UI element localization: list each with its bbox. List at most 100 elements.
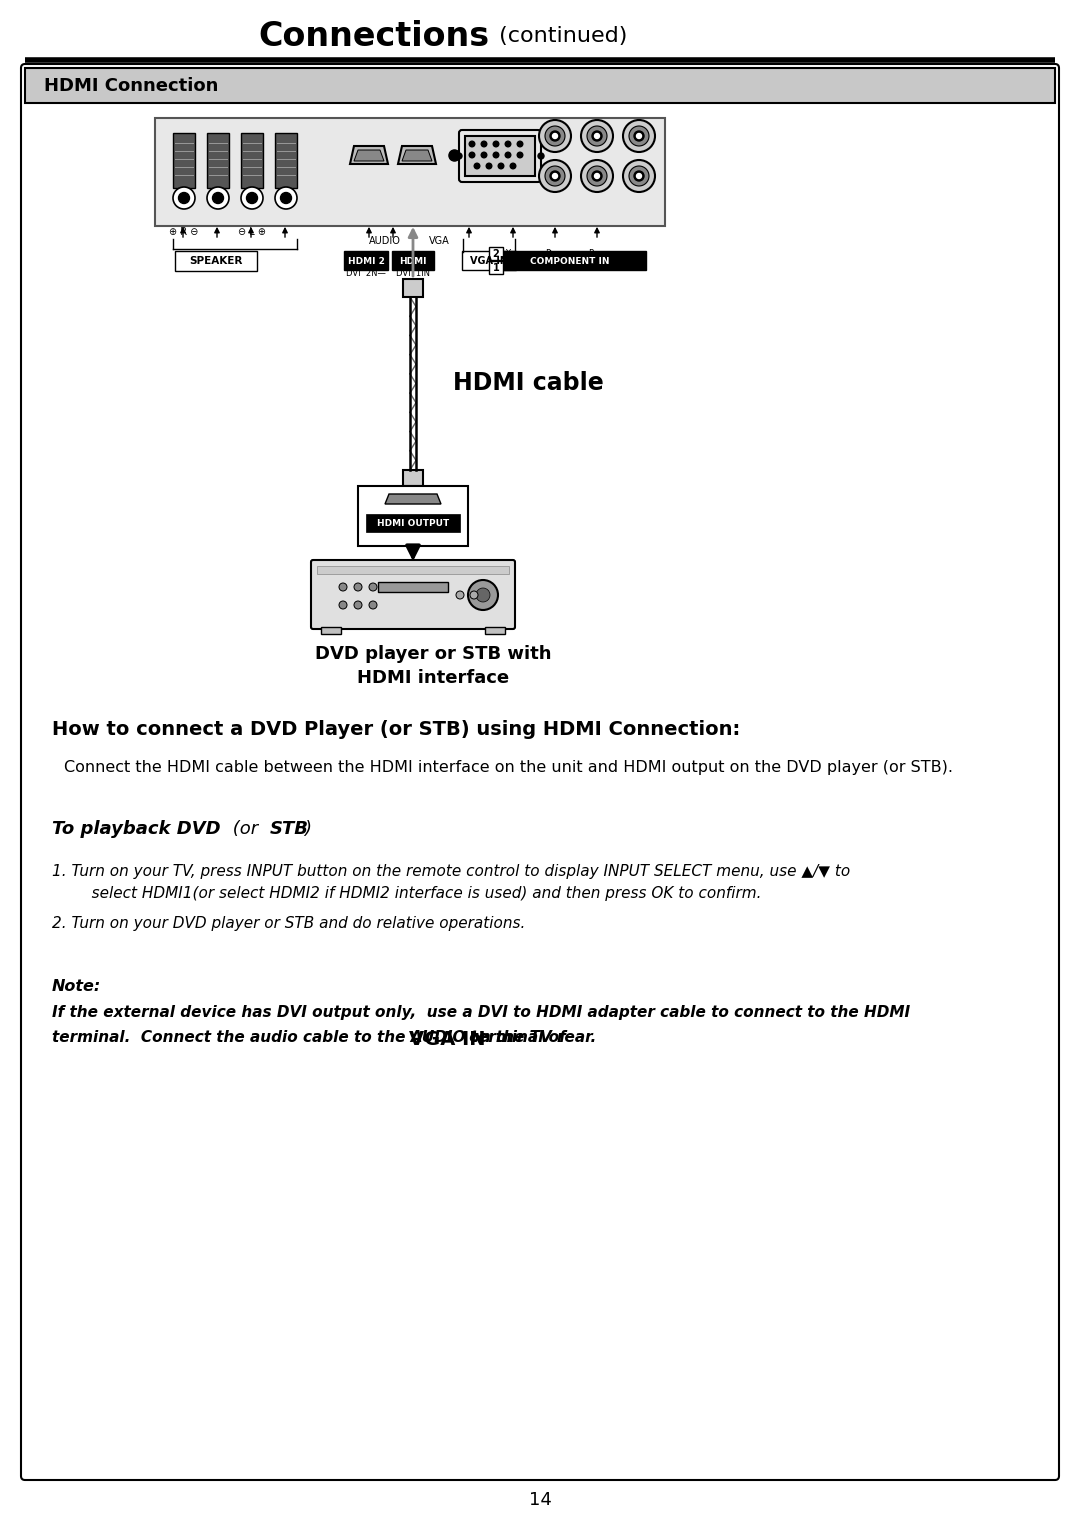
Text: AUDIO: AUDIO: [369, 237, 401, 246]
Circle shape: [494, 140, 499, 147]
Circle shape: [498, 163, 503, 169]
Polygon shape: [350, 147, 388, 163]
Circle shape: [629, 166, 649, 186]
Text: Note:: Note:: [52, 979, 102, 994]
Circle shape: [369, 583, 377, 591]
Circle shape: [456, 591, 464, 599]
Text: COMPONENT IN: COMPONENT IN: [530, 257, 610, 266]
Circle shape: [207, 186, 229, 209]
Text: (continued): (continued): [492, 26, 627, 46]
Text: ⊕ R ⊖: ⊕ R ⊖: [170, 228, 199, 237]
Circle shape: [470, 591, 478, 599]
Polygon shape: [402, 150, 432, 160]
Text: 1: 1: [492, 263, 499, 273]
Circle shape: [550, 171, 561, 182]
Polygon shape: [399, 147, 436, 163]
Text: HDMI Connection: HDMI Connection: [44, 76, 218, 95]
FancyBboxPatch shape: [392, 250, 434, 270]
Circle shape: [469, 153, 475, 157]
Circle shape: [636, 133, 642, 139]
Circle shape: [456, 153, 462, 159]
Text: ): ): [303, 820, 311, 838]
Text: VGA: VGA: [429, 237, 449, 246]
Text: HDMI cable: HDMI cable: [453, 371, 604, 395]
Circle shape: [505, 153, 511, 157]
Text: 14: 14: [528, 1490, 552, 1509]
Circle shape: [594, 133, 599, 139]
Circle shape: [594, 174, 599, 179]
Circle shape: [494, 153, 499, 157]
Circle shape: [550, 131, 561, 140]
Bar: [378, 582, 448, 592]
FancyBboxPatch shape: [21, 64, 1059, 1480]
Text: HDMI: HDMI: [400, 257, 427, 266]
Text: HDMI OUTPUT: HDMI OUTPUT: [377, 519, 449, 527]
Text: select HDMI1(or select HDMI2 if HDMI2 interface is used) and then press OK to co: select HDMI1(or select HDMI2 if HDMI2 in…: [77, 886, 761, 901]
Circle shape: [275, 186, 297, 209]
Text: VGA IN: VGA IN: [470, 257, 508, 266]
Bar: [403, 470, 423, 486]
Circle shape: [588, 127, 607, 147]
FancyBboxPatch shape: [494, 250, 646, 270]
Text: Y: Y: [505, 263, 511, 272]
Text: 2: 2: [492, 249, 499, 260]
Text: To playback DVD: To playback DVD: [52, 820, 220, 838]
Text: terminal.  Connect the audio cable to the AUDIO terminal of: terminal. Connect the audio cable to the…: [52, 1031, 571, 1044]
Polygon shape: [354, 150, 384, 160]
Circle shape: [469, 140, 475, 147]
Bar: [366, 515, 460, 531]
Circle shape: [482, 153, 487, 157]
Circle shape: [545, 127, 565, 147]
Circle shape: [468, 580, 498, 609]
Circle shape: [623, 160, 654, 192]
Circle shape: [173, 186, 195, 209]
Text: Connections: Connections: [259, 20, 490, 52]
Text: DVD player or STB with: DVD player or STB with: [314, 644, 551, 663]
Circle shape: [486, 163, 491, 169]
Circle shape: [629, 127, 649, 147]
Text: Y: Y: [505, 249, 511, 258]
Circle shape: [588, 166, 607, 186]
Circle shape: [634, 131, 644, 140]
Bar: [318, 567, 509, 574]
Bar: [489, 247, 503, 260]
Circle shape: [476, 588, 490, 602]
Circle shape: [634, 171, 644, 182]
Text: on the TV rear.: on the TV rear.: [464, 1031, 596, 1044]
Circle shape: [517, 140, 523, 147]
Text: Pᵇ: Pᵇ: [545, 249, 554, 258]
Text: SPEAKER: SPEAKER: [189, 257, 243, 266]
Text: Pᵣ: Pᵣ: [589, 263, 596, 272]
Circle shape: [539, 160, 571, 192]
FancyBboxPatch shape: [175, 250, 257, 270]
Polygon shape: [384, 495, 441, 504]
Circle shape: [636, 174, 642, 179]
Text: VGA IN: VGA IN: [409, 1031, 486, 1049]
Circle shape: [339, 583, 347, 591]
Text: STB: STB: [270, 820, 309, 838]
Circle shape: [369, 602, 377, 609]
Circle shape: [246, 192, 257, 203]
Bar: [173, 133, 195, 188]
Circle shape: [592, 171, 602, 182]
Circle shape: [581, 160, 613, 192]
Text: How to connect a DVD Player (or STB) using HDMI Connection:: How to connect a DVD Player (or STB) usi…: [52, 721, 740, 739]
Circle shape: [545, 166, 565, 186]
Text: DVI  1IN: DVI 1IN: [396, 269, 430, 278]
Text: 2. Turn on your DVD player or STB and do relative operations.: 2. Turn on your DVD player or STB and do…: [52, 916, 525, 931]
Text: DVI  2N—: DVI 2N—: [346, 269, 386, 278]
Circle shape: [241, 186, 264, 209]
Text: HDMI interface: HDMI interface: [356, 669, 509, 687]
FancyBboxPatch shape: [311, 560, 515, 629]
FancyBboxPatch shape: [25, 69, 1055, 102]
Text: If the external device has DVI output only,  use a DVI to HDMI adapter cable to : If the external device has DVI output on…: [52, 1005, 910, 1020]
Bar: [275, 133, 297, 188]
Circle shape: [553, 133, 557, 139]
FancyBboxPatch shape: [462, 250, 516, 270]
Circle shape: [553, 174, 557, 179]
Circle shape: [510, 163, 516, 169]
Bar: [207, 133, 229, 188]
Circle shape: [339, 602, 347, 609]
Circle shape: [281, 192, 292, 203]
Bar: [489, 261, 503, 273]
